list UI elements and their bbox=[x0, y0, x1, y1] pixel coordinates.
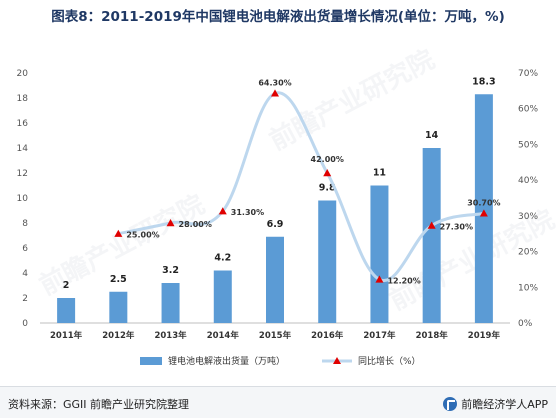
growth-marker bbox=[218, 207, 227, 215]
bar-value-label: 18.3 bbox=[472, 76, 495, 87]
legend-bar-label: 锂电池电解液出货量（万吨） bbox=[168, 355, 285, 367]
growth-marker bbox=[271, 89, 279, 97]
left-tick-label: 0 bbox=[22, 319, 28, 329]
left-tick-label: 10 bbox=[17, 194, 29, 204]
right-tick-label: 50% bbox=[518, 140, 538, 150]
bar bbox=[266, 236, 284, 323]
growth-value-label: 31.30% bbox=[231, 208, 264, 217]
left-tick-label: 4 bbox=[22, 269, 28, 279]
growth-labels: 25.00% 28.00% 31.30% 64.30% 42.00% 12.20% 27.3… bbox=[126, 78, 500, 285]
brand-name: 前瞻经济学人APP bbox=[461, 398, 548, 411]
footer-bar: 资料来源：GGII 前瞻产业研究院整理 前瞻经济学人APP bbox=[0, 386, 556, 418]
bar bbox=[57, 298, 76, 323]
growth-marker bbox=[114, 229, 123, 237]
growth-marker bbox=[375, 275, 384, 283]
legend-bar-swatch bbox=[140, 357, 162, 365]
bar bbox=[161, 283, 180, 323]
growth-marker bbox=[479, 209, 488, 217]
bar-value-label: 2 bbox=[63, 280, 70, 291]
left-tick-label: 2 bbox=[22, 294, 28, 304]
x-tick-label: 2016年 bbox=[311, 330, 344, 341]
left-tick-label: 14 bbox=[17, 144, 29, 154]
left-tick-label: 12 bbox=[17, 169, 28, 179]
bar-labels: 2 2.5 3.2 4.2 6.9 9.8 11 14 18.3 bbox=[63, 76, 496, 291]
legend-line-label: 同比增长（%） bbox=[358, 355, 421, 367]
growth-value-label: 12.20% bbox=[387, 276, 420, 285]
bar-value-label: 11 bbox=[373, 168, 386, 179]
bar-value-label: 4.2 bbox=[214, 253, 231, 264]
left-axis: 0 2 4 6 8 10 12 14 16 18 20 bbox=[17, 69, 29, 329]
x-tick-label: 2017年 bbox=[363, 330, 396, 341]
growth-value-label: 42.00% bbox=[311, 155, 344, 164]
bar bbox=[474, 94, 493, 323]
bar bbox=[422, 148, 441, 323]
source-note: 资料来源：GGII 前瞻产业研究院整理 bbox=[8, 398, 190, 411]
growth-value-label: 30.70% bbox=[467, 198, 500, 207]
chart-svg: 0 2 4 6 8 10 12 14 16 18 20 0% 10% 20% 30% 40% 50% 60% 70… bbox=[17, 69, 539, 367]
x-tick-label: 2012年 bbox=[102, 330, 135, 341]
right-tick-label: 30% bbox=[518, 212, 538, 222]
growth-line-series bbox=[114, 89, 488, 283]
bar-series bbox=[57, 94, 493, 323]
right-tick-label: 10% bbox=[518, 283, 538, 293]
growth-marker bbox=[166, 219, 175, 227]
growth-value-label: 64.30% bbox=[258, 78, 291, 87]
legend: 锂电池电解液出货量（万吨） 同比增长（%） bbox=[140, 355, 421, 367]
bar bbox=[213, 270, 232, 323]
x-tick-label: 2011年 bbox=[50, 330, 83, 341]
left-tick-label: 8 bbox=[22, 219, 28, 229]
bar bbox=[318, 200, 337, 323]
left-tick-label: 6 bbox=[22, 244, 28, 254]
bar-value-label: 9.8 bbox=[319, 183, 336, 194]
left-tick-label: 20 bbox=[17, 69, 29, 79]
bar-value-label: 2.5 bbox=[110, 274, 127, 285]
growth-value-label: 25.00% bbox=[126, 231, 159, 240]
growth-line bbox=[118, 91, 485, 283]
x-tick-label: 2019年 bbox=[468, 330, 501, 341]
bar bbox=[109, 291, 128, 323]
right-tick-label: 70% bbox=[518, 69, 538, 79]
growth-value-label: 28.00% bbox=[179, 220, 212, 229]
growth-marker bbox=[323, 169, 332, 177]
x-axis: 2011年 2012年 2013年 2014年 2015年 2016年 2017年 2018年… bbox=[40, 322, 510, 341]
brand-logo-icon bbox=[443, 397, 458, 411]
bar-value-label: 14 bbox=[425, 130, 439, 141]
right-tick-label: 40% bbox=[518, 176, 538, 186]
right-axis: 0% 10% 20% 30% 40% 50% 60% 70% bbox=[518, 69, 538, 329]
x-tick-label: 2013年 bbox=[154, 330, 187, 341]
right-tick-label: 60% bbox=[518, 105, 538, 115]
growth-value-label: 27.30% bbox=[440, 223, 473, 232]
growth-marker bbox=[427, 221, 436, 229]
bar-value-label: 6.9 bbox=[267, 219, 284, 230]
right-tick-label: 20% bbox=[518, 248, 538, 258]
bar-value-label: 3.2 bbox=[162, 265, 179, 276]
left-tick-label: 16 bbox=[17, 119, 29, 129]
left-tick-label: 18 bbox=[17, 94, 29, 104]
right-tick-label: 0% bbox=[518, 319, 533, 329]
bar bbox=[370, 185, 389, 323]
x-tick-label: 2015年 bbox=[259, 330, 292, 341]
x-tick-label: 2018年 bbox=[416, 330, 449, 341]
legend-marker-swatch bbox=[333, 357, 341, 364]
chart-title: 图表8：2011-2019年中国锂电池电解液出货量增长情况(单位：万吨，%) bbox=[51, 9, 505, 25]
brand: 前瞻经济学人APP bbox=[443, 396, 548, 412]
x-tick-label: 2014年 bbox=[207, 330, 240, 341]
